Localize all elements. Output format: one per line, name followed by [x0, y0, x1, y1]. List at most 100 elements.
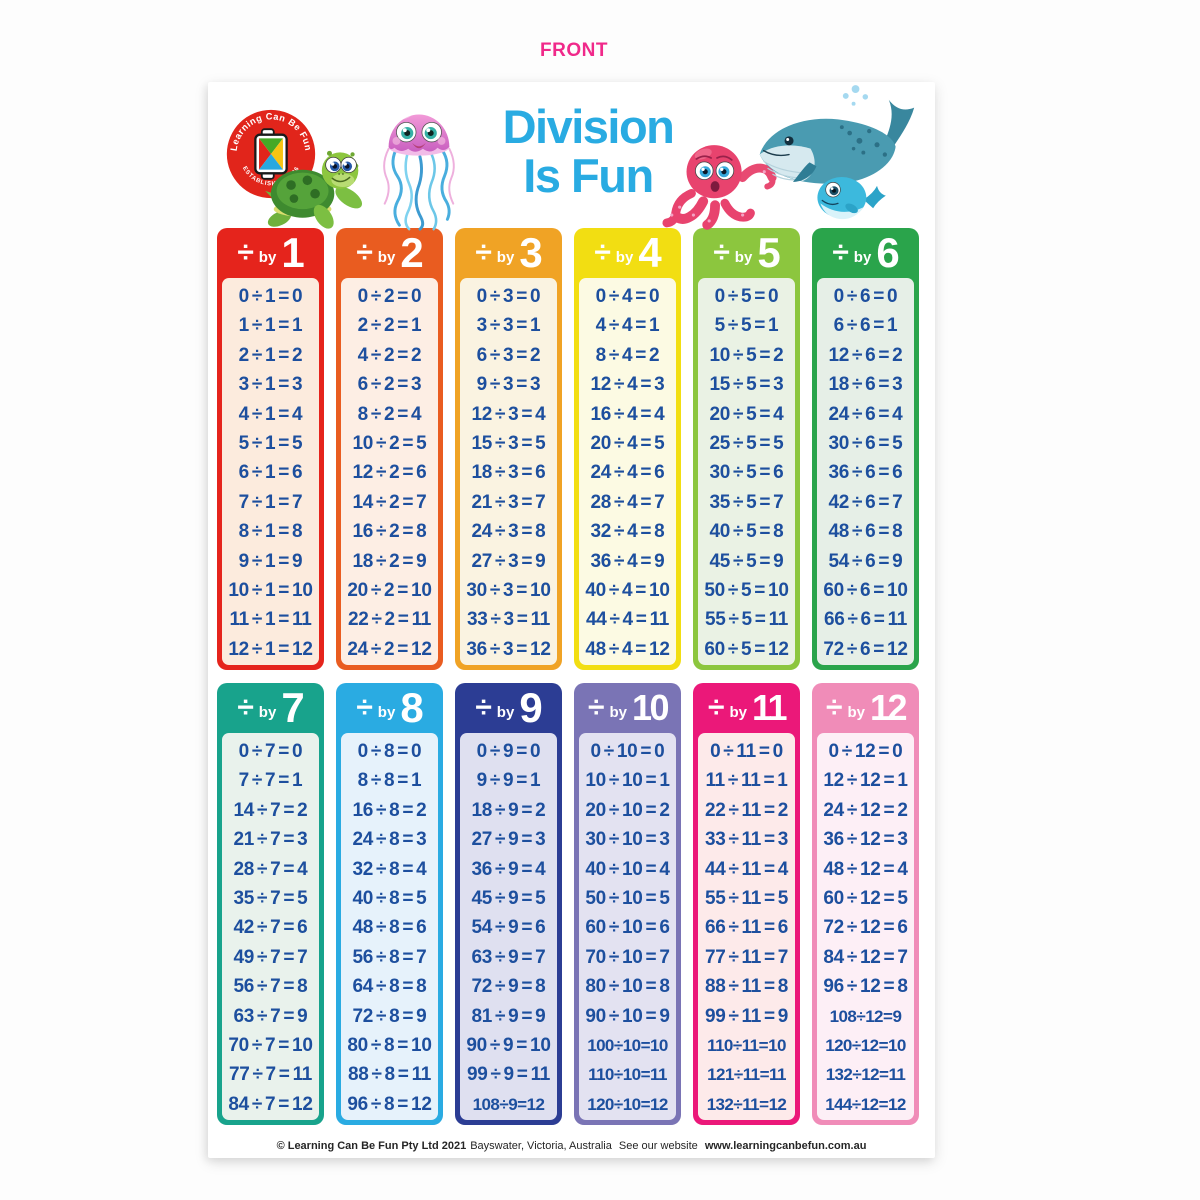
equation: 63 ÷ 9 = 7	[471, 946, 546, 968]
turtle-illustration	[265, 150, 363, 229]
equation: 28 ÷ 4 = 7	[590, 491, 665, 513]
equation: 0 ÷ 1 = 0	[238, 286, 303, 307]
equation: 8 ÷ 4 = 2	[595, 344, 660, 366]
divisor-number: 8	[400, 684, 423, 731]
equation: 60 ÷ 6 = 10	[823, 579, 908, 601]
divisor-number: 6	[876, 229, 899, 276]
learning-can-be-fun-logo: Learning Can Be Fun ESTABLISHED 1986	[226, 109, 316, 199]
equation: 14 ÷ 7 = 2	[233, 799, 308, 821]
divide-icon: ÷	[594, 236, 611, 269]
card-header-by-5: ÷ by 5	[693, 228, 800, 278]
equation: 45 ÷ 5 = 9	[709, 550, 784, 572]
division-table-card-2: ÷ by 2 0 ÷ 2 = 0 2 ÷ 2 = 1 4 ÷ 2 = 2 6 ÷ 2 = 3…	[336, 228, 443, 670]
equation: 24 ÷ 3 = 8	[471, 521, 546, 543]
division-table-card-12: ÷ by 12 0 ÷ 12 = 0 12 ÷ 12 = 1 24 ÷ 12 = 2 36 …	[812, 683, 919, 1125]
front-side-label: FRONT	[540, 40, 608, 61]
card-body-by-10: 0 ÷ 10 = 0 10 ÷ 10 = 1 20 ÷ 10 = 2 30 ÷ 10 …	[579, 733, 676, 1120]
card-body-by-5: 0 ÷ 5 = 0 5 ÷ 5 = 1 10 ÷ 5 = 2 15 ÷ 5 = 3 20…	[698, 278, 795, 665]
title-line-1: Division	[502, 100, 675, 153]
equation: 40 ÷ 5 = 8	[709, 521, 784, 543]
jellyfish-illustration	[383, 105, 455, 231]
equation: 1 ÷ 1 = 1	[238, 315, 303, 337]
equation: 7 ÷ 7 = 1	[238, 770, 303, 792]
equation: 50 ÷ 10 = 5	[585, 887, 670, 909]
equation: 32 ÷ 8 = 4	[352, 858, 427, 880]
equation: 77 ÷ 11 = 7	[704, 946, 789, 968]
equation: 54 ÷ 9 = 6	[471, 917, 546, 939]
by-label: by	[615, 248, 634, 266]
equation: 120 ÷ 10 = 12	[587, 1094, 668, 1114]
division-table-card-4: ÷ by 4 0 ÷ 4 = 0 4 ÷ 4 = 1 8 ÷ 4 = 2 12 ÷ 4 = …	[574, 228, 681, 670]
equation: 70 ÷ 10 = 7	[585, 946, 670, 968]
equation: 16 ÷ 2 = 8	[352, 521, 427, 543]
equation: 64 ÷ 8 = 8	[352, 976, 427, 998]
equation: 35 ÷ 5 = 7	[709, 491, 784, 513]
equation: 30 ÷ 10 = 3	[585, 829, 670, 851]
equation: 12 ÷ 3 = 4	[471, 403, 546, 425]
equation: 77 ÷ 7 = 11	[228, 1064, 313, 1086]
card-header-by-2: ÷ by 2	[336, 228, 443, 278]
baby-whale	[817, 177, 886, 220]
equation: 7 ÷ 1 = 7	[238, 491, 303, 513]
divisor-number: 2	[400, 229, 423, 276]
by-label: by	[853, 248, 872, 266]
equation: 8 ÷ 2 = 4	[357, 403, 422, 425]
divide-icon: ÷	[237, 236, 254, 269]
division-table-card-8: ÷ by 8 0 ÷ 8 = 0 8 ÷ 8 = 1 16 ÷ 8 = 2 24 ÷ 8 =…	[336, 683, 443, 1125]
equation: 90 ÷ 10 = 9	[585, 1005, 670, 1027]
poster-footer: © Learning Can Be Fun Pty Ltd 2021 Bayswa…	[208, 1140, 935, 1152]
card-header-by-1: ÷ by 1	[217, 228, 324, 278]
equation: 44 ÷ 11 = 4	[704, 858, 789, 880]
equation: 70 ÷ 7 = 10	[228, 1034, 313, 1056]
equation: 66 ÷ 11 = 6	[704, 917, 789, 939]
card-header-by-3: ÷ by 3	[455, 228, 562, 278]
equation: 4 ÷ 1 = 4	[238, 403, 303, 425]
equation: 12 ÷ 2 = 6	[352, 462, 427, 484]
equation: 9 ÷ 3 = 3	[476, 374, 541, 396]
divisor-number: 9	[519, 684, 542, 731]
tables-row-1: ÷ by 1 0 ÷ 1 = 0 1 ÷ 1 = 1 2 ÷ 1 = 2 3 ÷ 1 = 3…	[217, 228, 919, 670]
equation: 55 ÷ 5 = 11	[704, 609, 789, 631]
equation: 80 ÷ 10 = 8	[585, 976, 670, 998]
turtle-eyes	[325, 156, 357, 173]
divisor-number: 12	[869, 687, 908, 728]
equation: 48 ÷ 4 = 12	[585, 638, 670, 660]
by-label: by	[377, 248, 396, 266]
equation: 2 ÷ 1 = 2	[238, 344, 303, 366]
puzzle-piece-icon	[254, 128, 288, 180]
card-header-by-11: ÷ by 11	[693, 683, 800, 733]
equation: 18 ÷ 9 = 2	[471, 799, 546, 821]
equation: 60 ÷ 10 = 6	[585, 917, 670, 939]
equation: 0 ÷ 11 = 0	[710, 741, 783, 762]
equation: 6 ÷ 2 = 3	[357, 374, 422, 396]
equation: 84 ÷ 12 = 7	[823, 946, 908, 968]
divide-icon: ÷	[587, 691, 605, 724]
division-table-card-7: ÷ by 7 0 ÷ 7 = 0 7 ÷ 7 = 1 14 ÷ 7 = 2 21 ÷ 7 =…	[217, 683, 324, 1125]
by-label: by	[496, 248, 515, 266]
equation: 36 ÷ 3 = 12	[466, 638, 551, 660]
equation: 20 ÷ 4 = 5	[590, 432, 665, 454]
divide-icon: ÷	[825, 691, 843, 724]
equation: 18 ÷ 3 = 6	[471, 462, 546, 484]
divide-icon: ÷	[356, 236, 373, 269]
equation: 72 ÷ 9 = 8	[471, 976, 546, 998]
equation: 72 ÷ 12 = 6	[823, 917, 908, 939]
division-table-card-9: ÷ by 9 0 ÷ 9 = 0 9 ÷ 9 = 1 18 ÷ 9 = 2 27 ÷ 9 =…	[455, 683, 562, 1125]
equation: 56 ÷ 8 = 7	[352, 946, 427, 968]
by-label: by	[496, 703, 515, 721]
divide-icon: ÷	[475, 691, 492, 724]
equation: 81 ÷ 9 = 9	[471, 1005, 546, 1027]
jellyfish-eyes	[396, 121, 442, 143]
equation: 3 ÷ 1 = 3	[238, 374, 303, 396]
equation: 4 ÷ 2 = 2	[357, 344, 422, 366]
equation: 80 ÷ 8 = 10	[347, 1034, 432, 1056]
equation: 96 ÷ 8 = 12	[347, 1093, 432, 1115]
publisher-location: Bayswater, Victoria, Australia	[470, 1140, 612, 1152]
card-header-by-10: ÷ by 10	[574, 683, 681, 733]
equation: 11 ÷ 11 = 1	[705, 770, 788, 792]
by-label: by	[258, 248, 277, 266]
equation: 25 ÷ 5 = 5	[709, 432, 784, 454]
equation: 36 ÷ 9 = 4	[471, 858, 546, 880]
equation: 121 ÷ 11 = 11	[707, 1065, 786, 1085]
